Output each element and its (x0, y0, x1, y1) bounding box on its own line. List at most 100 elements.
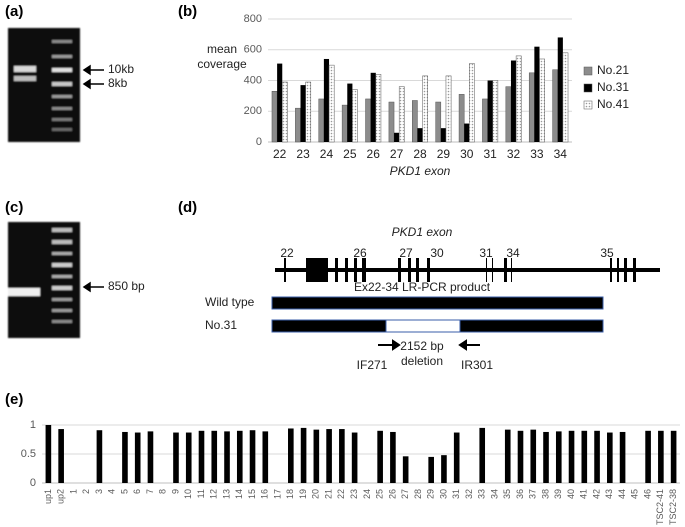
y-tick-label: 400 (244, 74, 262, 86)
bar (479, 427, 486, 483)
marker-label: 850 bp (108, 279, 145, 293)
x-tick-label: TSC2-38 (668, 489, 678, 525)
panel-label: (e) (5, 391, 23, 408)
x-tick-label: 20 (311, 489, 321, 499)
exon-label: 31 (479, 246, 493, 260)
marker-arrow (82, 64, 104, 90)
bar (224, 431, 230, 483)
x-tick-label: 30 (460, 147, 474, 161)
bar (445, 75, 452, 143)
legend-label: No.41 (597, 97, 629, 111)
bar (122, 431, 128, 483)
bar (619, 431, 626, 483)
bar (422, 75, 428, 143)
y-axis-label-box: mean coverage (197, 42, 247, 71)
x-tick-label: 29 (437, 147, 451, 161)
x-tick-label: 1 (68, 489, 78, 494)
bar (339, 429, 345, 483)
bar (539, 58, 545, 143)
bar (515, 55, 522, 143)
bar (492, 80, 499, 143)
x-tick-label: 42 (591, 489, 601, 499)
x-tick-label: 41 (579, 489, 589, 499)
y-tick-label: 800 (244, 13, 262, 25)
bar (318, 98, 325, 143)
x-tick-label: 6 (132, 489, 142, 494)
marker-label: 8kb (108, 76, 128, 90)
bar (300, 85, 306, 142)
bar (58, 429, 64, 483)
bar (557, 37, 563, 143)
x-axis-label: PKD1 exon (390, 164, 451, 178)
gel-image (8, 28, 80, 142)
panel-label: (b) (178, 3, 197, 20)
x-tick-label: 26 (387, 489, 397, 499)
bar (517, 430, 524, 483)
bar (412, 100, 418, 143)
bar (390, 431, 396, 483)
y-tick-label: 0.5 (21, 448, 36, 460)
x-tick-label: 7 (145, 489, 155, 494)
bar (288, 428, 294, 483)
bar (440, 128, 446, 142)
y-tick-label: 0 (30, 477, 36, 489)
x-tick-label: 33 (530, 147, 544, 161)
x-tick-label: 46 (642, 489, 652, 499)
pcr-product (271, 296, 604, 333)
bar (402, 456, 409, 483)
exon-label: 26 (353, 246, 367, 260)
x-tick-label: 10 (183, 489, 193, 499)
marker-arrow (82, 281, 104, 293)
bar (262, 431, 269, 483)
x-tick-label: 45 (630, 489, 640, 499)
x-tick-label: 5 (119, 489, 129, 494)
deletion-label: deletion (401, 354, 443, 368)
x-tick-label: 12 (209, 489, 219, 499)
panel-label: (a) (5, 3, 23, 20)
x-tick-label: 23 (349, 489, 359, 499)
x-tick-label: 32 (507, 147, 521, 161)
diagram-title: PKD1 exon (392, 225, 453, 239)
x-tick-label: 4 (107, 489, 117, 494)
x-tick-label: 28 (413, 489, 423, 499)
bar (323, 58, 330, 142)
bar (581, 430, 588, 483)
exon-label: 35 (600, 246, 614, 260)
bar (236, 430, 243, 483)
bar (277, 63, 283, 142)
legend-label: No.31 (597, 80, 629, 94)
x-tick-label: 21 (323, 489, 333, 499)
legend-swatch (583, 83, 593, 93)
y-tick-label: 200 (244, 105, 262, 117)
x-tick-label: 19 (298, 489, 308, 499)
x-tick-label: 23 (296, 147, 310, 161)
bar (185, 432, 192, 483)
x-tick-label: 13 (221, 489, 231, 499)
primer-label: IR301 (461, 358, 493, 372)
bar (670, 430, 677, 483)
bar (347, 83, 353, 142)
bar (45, 425, 52, 483)
bar (271, 91, 278, 143)
x-tick-label: 22 (336, 489, 346, 499)
bar (96, 430, 103, 483)
bar (645, 430, 651, 483)
x-tick-label: 18 (285, 489, 295, 499)
bar (552, 69, 558, 143)
bar (173, 432, 179, 483)
y-axis-label: mean coverage (197, 42, 247, 71)
row-label: Wild type (205, 295, 255, 309)
bar (352, 89, 358, 143)
x-tick-label: 8 (158, 489, 168, 494)
bar (441, 455, 447, 483)
legend-swatch (583, 66, 593, 76)
bar (328, 64, 335, 143)
primer-label: IF271 (357, 358, 388, 372)
x-tick-label: 32 (464, 489, 474, 499)
bar (568, 430, 575, 483)
product-label: Ex22-34 LR-PCR product (354, 280, 491, 294)
exon-label: 34 (506, 246, 520, 260)
x-tick-label: 25 (343, 147, 357, 161)
y-tick-label: 1 (30, 419, 36, 431)
